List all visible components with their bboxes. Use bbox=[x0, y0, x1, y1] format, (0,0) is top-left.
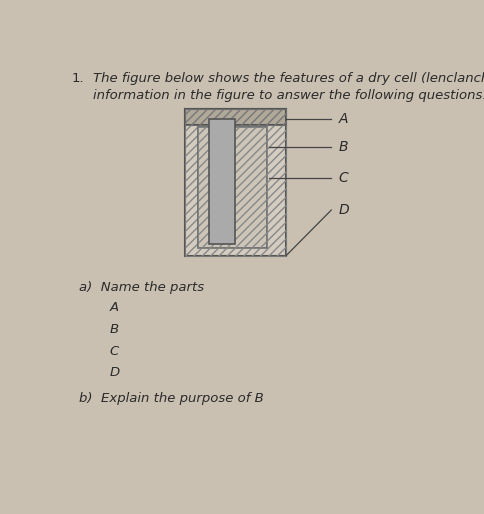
Text: information in the figure to answer the following questions.: information in the figure to answer the … bbox=[92, 88, 484, 102]
Text: C: C bbox=[338, 172, 348, 186]
Text: The figure below shows the features of a dry cell (lenclanche). Use the: The figure below shows the features of a… bbox=[92, 71, 484, 85]
Text: a)  Name the parts: a) Name the parts bbox=[79, 281, 204, 295]
Bar bbox=[184, 109, 286, 255]
Bar bbox=[184, 109, 286, 255]
Text: A: A bbox=[109, 301, 119, 314]
Bar bbox=[184, 109, 286, 125]
Text: D: D bbox=[338, 203, 348, 217]
Bar bbox=[184, 109, 286, 125]
Bar bbox=[197, 127, 267, 248]
Text: A: A bbox=[338, 112, 348, 126]
Text: b)  Explain the purpose of B: b) Explain the purpose of B bbox=[79, 392, 264, 405]
Text: 1.: 1. bbox=[72, 71, 84, 85]
Text: D: D bbox=[109, 366, 120, 379]
Bar bbox=[197, 127, 267, 248]
Text: B: B bbox=[109, 323, 119, 336]
Text: C: C bbox=[109, 345, 119, 358]
Text: B: B bbox=[338, 140, 348, 154]
Bar bbox=[209, 119, 235, 244]
